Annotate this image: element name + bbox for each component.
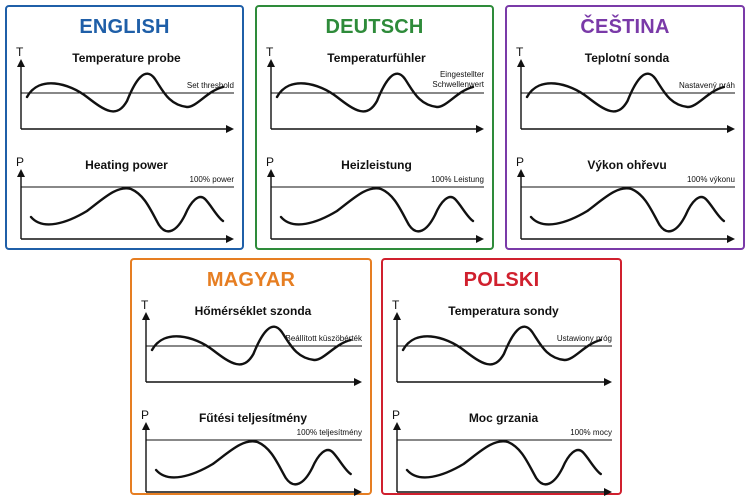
- temperature-y-arrow: [393, 312, 401, 320]
- power-x-arrow: [226, 235, 234, 243]
- temperature-x-arrow: [727, 125, 735, 133]
- temperature-y-arrow: [142, 312, 150, 320]
- full-power-label: 100% výkonu: [687, 175, 735, 184]
- temperature-title: Temperature probe: [72, 51, 181, 65]
- power-y-arrow: [393, 422, 401, 430]
- threshold-label: Schwellenwert: [432, 80, 484, 89]
- power-title: Heizleistung: [341, 158, 412, 172]
- full-power-label: 100% Leistung: [431, 175, 484, 184]
- temperature-axis-label: T: [516, 45, 524, 59]
- panel-graphs: Temperaturfühler T EingestellterSchwellenw…: [266, 45, 485, 243]
- temperature-curve: [401, 325, 602, 366]
- full-power-label: 100% power: [190, 175, 235, 184]
- temperature-title: Hőmérséklet szonda: [195, 304, 312, 318]
- temperature-axis-label: T: [16, 45, 24, 59]
- threshold-label: Ustawiony próg: [557, 334, 612, 343]
- power-x-arrow: [727, 235, 735, 243]
- power-axis-label: P: [516, 155, 524, 169]
- power-axis-label: P: [266, 155, 274, 169]
- power-title: Moc grzania: [469, 411, 539, 425]
- temperature-axis-label: T: [141, 298, 149, 312]
- power-curve: [29, 187, 225, 233]
- panel-language-title: DEUTSCH: [325, 16, 424, 38]
- temperature-title: Temperatura sondy: [448, 304, 559, 318]
- full-power-label: 100% teljesítmény: [297, 428, 362, 437]
- panel-graphs: Teplotní sonda T Nastavený práh Výkon ohřev…: [516, 45, 735, 243]
- power-axis-label: P: [16, 155, 24, 169]
- panel-language-title: MAGYAR: [206, 269, 296, 291]
- panel-language-title: POLSKI: [463, 269, 540, 291]
- temperature-axis-label: T: [392, 298, 400, 312]
- panel-graphs: Hőmérséklet szonda T Beállított küszöbérté…: [141, 298, 363, 496]
- threshold-label: Eingestellter: [440, 70, 484, 79]
- power-axis-label: P: [141, 408, 149, 422]
- temperature-axis-label: T: [266, 45, 274, 59]
- power-title: Fűtési teljesítmény: [199, 411, 307, 425]
- temperature-y-arrow: [267, 59, 275, 67]
- panel-graphs: Temperatura sondy T Ustawiony próg Moc grza…: [392, 298, 612, 496]
- panel-language-title: ČEŠTINA: [580, 16, 670, 38]
- power-curve: [279, 187, 475, 233]
- temperature-title: Teplotní sonda: [585, 51, 670, 65]
- threshold-label: Nastavený práh: [679, 81, 735, 90]
- panel-english: ENGLISH Temperature probe T Set threshold He…: [5, 5, 244, 250]
- temperature-x-arrow: [226, 125, 234, 133]
- threshold-label: Beállított küszöbérték: [286, 334, 363, 343]
- power-title: Výkon ohřevu: [587, 158, 666, 172]
- power-x-arrow: [476, 235, 484, 243]
- panel-cestina: ČEŠTINA Teplotní sonda T Nastavený práh Výko…: [505, 5, 745, 250]
- power-y-arrow: [142, 422, 150, 430]
- power-curve: [529, 187, 726, 233]
- full-power-label: 100% mocy: [570, 428, 612, 437]
- temperature-curve: [150, 325, 352, 366]
- panel-polski: POLSKI Temperatura sondy T Ustawiony próg Mo…: [381, 258, 622, 496]
- power-x-arrow: [354, 488, 362, 496]
- power-curve: [154, 440, 352, 486]
- temperature-x-arrow: [604, 378, 612, 386]
- temperature-title: Temperaturfühler: [327, 51, 426, 65]
- power-axis-label: P: [392, 408, 400, 422]
- temperature-x-arrow: [476, 125, 484, 133]
- power-y-arrow: [267, 169, 275, 177]
- threshold-label: Set threshold: [187, 81, 234, 90]
- temperature-curve: [25, 72, 225, 113]
- power-title: Heating power: [85, 158, 168, 172]
- temperature-curve: [275, 72, 475, 113]
- panel-graphs: Temperature probe T Set threshold Heating p…: [16, 45, 235, 243]
- power-curve: [405, 440, 602, 486]
- power-x-arrow: [604, 488, 612, 496]
- panel-magyar: MAGYAR Hőmérséklet szonda T Beállított küsz…: [130, 258, 372, 496]
- temperature-x-arrow: [354, 378, 362, 386]
- temperature-y-arrow: [17, 59, 25, 67]
- power-y-arrow: [517, 169, 525, 177]
- panel-language-title: ENGLISH: [79, 16, 170, 38]
- temperature-curve: [525, 72, 726, 113]
- panel-deutsch: DEUTSCH Temperaturfühler T Eingestellter Sch…: [255, 5, 494, 250]
- power-y-arrow: [17, 169, 25, 177]
- temperature-y-arrow: [517, 59, 525, 67]
